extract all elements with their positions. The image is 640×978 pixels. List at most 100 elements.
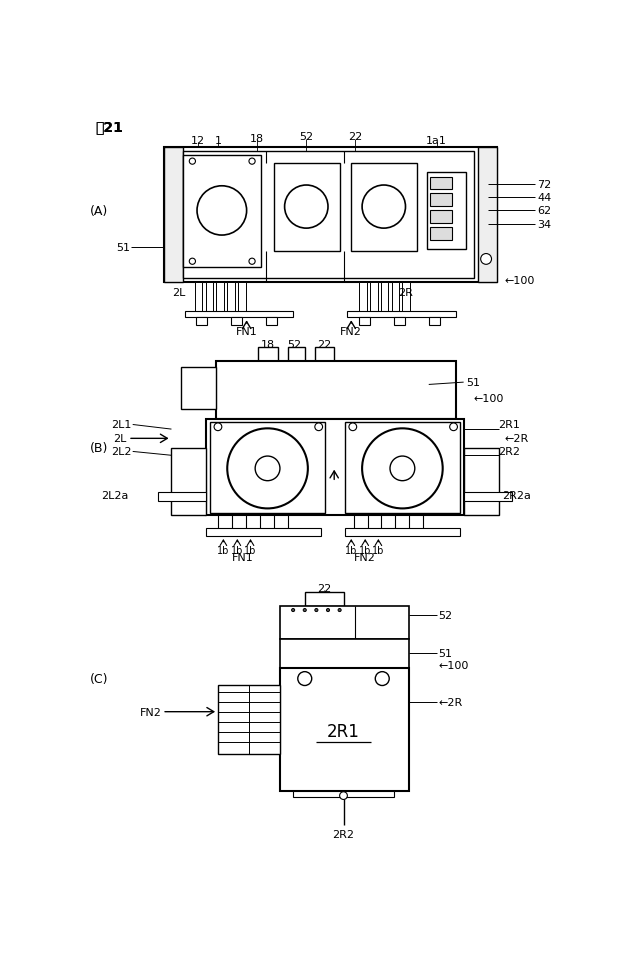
- Bar: [359, 318, 370, 326]
- Text: 2R2: 2R2: [499, 447, 520, 457]
- Bar: [195, 283, 202, 312]
- Text: (B): (B): [90, 442, 109, 455]
- Text: 2L2a: 2L2a: [100, 491, 128, 501]
- Bar: [216, 283, 224, 312]
- Text: ←100: ←100: [474, 393, 504, 403]
- Text: 52: 52: [300, 132, 314, 143]
- Bar: [463, 493, 513, 502]
- Text: ←2R: ←2R: [505, 434, 529, 444]
- Text: 72: 72: [537, 180, 552, 190]
- Text: 2R2: 2R2: [333, 829, 355, 839]
- Circle shape: [362, 429, 443, 509]
- Circle shape: [249, 158, 255, 165]
- Bar: [429, 318, 440, 326]
- Bar: [196, 318, 207, 326]
- Text: 22: 22: [317, 583, 332, 593]
- Text: 22: 22: [348, 132, 362, 143]
- Text: FN2: FN2: [140, 707, 161, 717]
- Text: 2R1: 2R1: [327, 722, 360, 740]
- Text: (A): (A): [90, 204, 109, 218]
- Bar: [157, 493, 206, 502]
- Bar: [184, 312, 293, 318]
- Circle shape: [255, 457, 280, 481]
- Text: 34: 34: [537, 220, 552, 230]
- Bar: [259, 348, 278, 362]
- Bar: [403, 283, 410, 312]
- Bar: [280, 606, 410, 639]
- Bar: [381, 283, 388, 312]
- Text: 1b: 1b: [345, 546, 357, 556]
- Text: FN2: FN2: [353, 553, 376, 562]
- Bar: [183, 152, 474, 279]
- Text: 1b: 1b: [244, 546, 257, 556]
- Circle shape: [298, 672, 312, 686]
- Bar: [463, 448, 499, 515]
- Bar: [274, 163, 340, 252]
- Bar: [430, 195, 452, 206]
- Circle shape: [303, 609, 307, 612]
- Circle shape: [362, 186, 406, 229]
- Circle shape: [285, 186, 328, 229]
- Text: 52: 52: [438, 611, 452, 621]
- Circle shape: [249, 259, 255, 265]
- Text: 2L2: 2L2: [111, 447, 132, 457]
- Bar: [430, 228, 452, 241]
- Circle shape: [326, 609, 330, 612]
- Circle shape: [189, 259, 195, 265]
- Bar: [348, 312, 456, 318]
- Text: 2L: 2L: [113, 434, 127, 444]
- Circle shape: [338, 609, 341, 612]
- Text: 2L: 2L: [173, 288, 186, 297]
- Bar: [430, 211, 452, 224]
- Text: ←100: ←100: [505, 276, 535, 286]
- Bar: [206, 529, 321, 537]
- Bar: [227, 283, 235, 312]
- Circle shape: [292, 609, 294, 612]
- Text: ←100: ←100: [438, 660, 468, 670]
- Bar: [345, 529, 460, 537]
- Text: 52: 52: [287, 339, 301, 349]
- Bar: [238, 283, 246, 312]
- Circle shape: [214, 423, 222, 431]
- Circle shape: [375, 672, 389, 686]
- Text: 18: 18: [260, 339, 275, 349]
- Circle shape: [349, 423, 356, 431]
- Text: 51: 51: [438, 648, 452, 658]
- Text: 2R: 2R: [398, 288, 413, 297]
- Text: 51: 51: [116, 244, 131, 253]
- Text: 1: 1: [214, 135, 221, 146]
- Text: 1b: 1b: [359, 546, 371, 556]
- Bar: [164, 148, 183, 283]
- Circle shape: [481, 254, 492, 265]
- Circle shape: [315, 609, 318, 612]
- Text: 62: 62: [537, 206, 552, 216]
- Bar: [218, 685, 280, 754]
- Bar: [205, 283, 213, 312]
- Bar: [288, 348, 305, 362]
- Text: FN1: FN1: [236, 327, 257, 336]
- Text: 1b: 1b: [231, 546, 243, 556]
- Bar: [172, 448, 206, 515]
- Text: 1b: 1b: [372, 546, 385, 556]
- Text: 図21: 図21: [95, 119, 124, 134]
- Bar: [345, 422, 460, 513]
- Circle shape: [340, 792, 348, 800]
- Bar: [210, 422, 325, 513]
- Text: 12: 12: [191, 135, 205, 146]
- Text: 44: 44: [537, 193, 552, 203]
- Bar: [370, 283, 378, 312]
- Bar: [180, 368, 216, 410]
- Circle shape: [390, 457, 415, 481]
- Bar: [351, 163, 417, 252]
- Circle shape: [315, 423, 323, 431]
- Text: 22: 22: [317, 339, 332, 349]
- Bar: [216, 362, 456, 420]
- Circle shape: [450, 423, 458, 431]
- Circle shape: [189, 158, 195, 165]
- Text: FN2: FN2: [340, 327, 362, 336]
- Bar: [359, 283, 367, 312]
- Bar: [428, 173, 466, 249]
- Bar: [315, 348, 334, 362]
- Text: (C): (C): [90, 673, 109, 686]
- Bar: [266, 318, 277, 326]
